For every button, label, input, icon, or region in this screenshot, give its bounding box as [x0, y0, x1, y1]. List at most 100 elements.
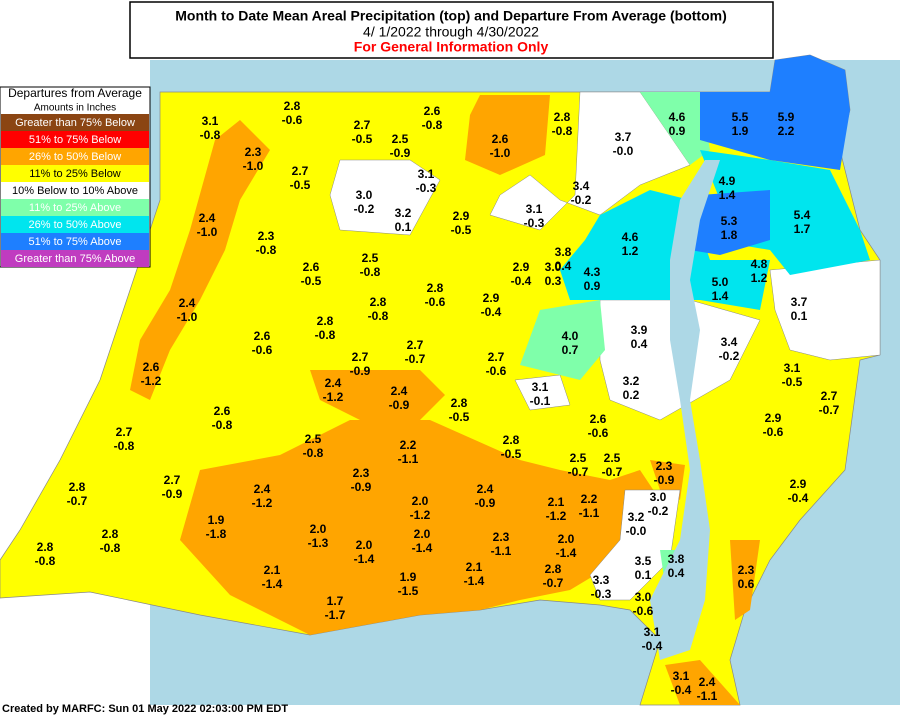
- precip-label: 3.1: [784, 361, 801, 375]
- subtitle: 4/ 1/2022 through 4/30/2022: [363, 24, 539, 40]
- departure-label: -1.2: [323, 390, 344, 404]
- precip-label: 2.5: [362, 251, 379, 265]
- departure-label: -1.5: [398, 584, 419, 598]
- orange-zone: [465, 95, 550, 175]
- departure-label: -0.8: [35, 554, 56, 568]
- bay: [650, 160, 720, 660]
- precip-label: 3.9: [631, 323, 648, 337]
- title: Month to Date Mean Areal Precipitation (…: [175, 8, 726, 24]
- departure-label: -1.1: [398, 452, 419, 466]
- departure-label: -1.2: [410, 508, 431, 522]
- departure-label: 0.3: [545, 274, 562, 288]
- departure-label: 0.6: [738, 577, 755, 591]
- precip-label: 2.3: [493, 530, 510, 544]
- orange-zone: [730, 540, 760, 620]
- departure-label: -0.5: [449, 410, 470, 424]
- precip-label: 2.0: [412, 494, 429, 508]
- precip-label: 4.6: [622, 230, 639, 244]
- precip-label: 2.2: [581, 492, 598, 506]
- precip-label: 2.3: [258, 229, 275, 243]
- departure-label: 0.1: [395, 220, 412, 234]
- precip-label: 2.9: [453, 209, 470, 223]
- footer: Created by MARFC: Sun 01 May 2022 02:03:…: [2, 703, 288, 715]
- precip-label: 2.6: [492, 132, 509, 146]
- precip-label: 2.6: [143, 360, 160, 374]
- departure-label: -0.0: [626, 524, 647, 538]
- departure-label: 0.1: [791, 309, 808, 323]
- precip-label: 2.8: [102, 527, 119, 541]
- departure-label: -1.4: [262, 577, 283, 591]
- precip-label: 3.1: [202, 114, 219, 128]
- departure-label: -0.7: [819, 403, 840, 417]
- departure-label: -0.2: [719, 349, 740, 363]
- departure-label: -0.8: [303, 446, 324, 460]
- legend-label: 26% to 50% Below: [29, 151, 121, 163]
- precip-label: 2.8: [317, 314, 334, 328]
- legend-swatch: [1, 148, 149, 165]
- white-zone: [769, 259, 881, 361]
- precip-label: 2.9: [765, 411, 782, 425]
- white-zone: [329, 159, 441, 236]
- departure-label: -0.4: [642, 639, 663, 653]
- departure-label: 1.2: [751, 271, 768, 285]
- orange-zone: [180, 420, 660, 635]
- departure-label: -0.8: [315, 328, 336, 342]
- precip-label: 3.1: [644, 625, 661, 639]
- precip-label: 5.4: [794, 208, 811, 222]
- departure-label: 1.2: [622, 244, 639, 258]
- departure-label: -1.0: [490, 146, 511, 160]
- precip-label: 2.5: [604, 451, 621, 465]
- precip-label: 5.3: [721, 214, 738, 228]
- precip-label: 2.0: [356, 538, 373, 552]
- precip-label: 2.4: [199, 211, 216, 225]
- departure-label: -0.9: [162, 487, 183, 501]
- departure-label: -0.4: [481, 305, 502, 319]
- precip-label: 2.6: [590, 412, 607, 426]
- departure-label: -1.1: [491, 544, 512, 558]
- precip-label: 2.8: [284, 99, 301, 113]
- departure-label: -0.2: [648, 504, 669, 518]
- legend-title: Departures from Average: [8, 86, 142, 100]
- legend-swatch: [1, 199, 149, 216]
- departure-label: -0.5: [451, 223, 472, 237]
- departure-label: -0.1: [530, 394, 551, 408]
- precip-label: 4.6: [669, 110, 686, 124]
- precip-label: 2.4: [179, 296, 196, 310]
- legend-label: 11% to 25% Below: [29, 168, 121, 180]
- precip-label: 3.4: [721, 335, 738, 349]
- departure-label: 2.2: [778, 124, 795, 138]
- departure-label: -0.7: [405, 352, 426, 366]
- departure-label: -0.5: [501, 447, 522, 461]
- precip-label: 2.0: [414, 527, 431, 541]
- departure-label: -1.2: [252, 496, 273, 510]
- departure-label: -0.8: [422, 118, 443, 132]
- departure-label: -0.6: [252, 343, 273, 357]
- departure-label: 1.4: [719, 188, 736, 202]
- legend-swatch: [1, 233, 149, 250]
- departure-label: -0.3: [416, 181, 437, 195]
- precip-label: 5.5: [732, 110, 749, 124]
- precip-label: 3.1: [526, 202, 543, 216]
- departure-label: -0.4: [511, 274, 532, 288]
- precip-label: 3.7: [791, 295, 808, 309]
- precip-label: 2.8: [451, 396, 468, 410]
- precip-label: 2.6: [214, 404, 231, 418]
- precip-label: 2.8: [69, 480, 86, 494]
- departure-label: -0.6: [425, 295, 446, 309]
- departure-label: -0.2: [571, 193, 592, 207]
- precip-label: 3.0: [356, 188, 373, 202]
- departure-label: 1.8: [721, 228, 738, 242]
- precip-label: 3.2: [395, 206, 412, 220]
- departure-label: -1.4: [354, 552, 375, 566]
- precip-label: 2.3: [245, 145, 262, 159]
- departure-label: -0.6: [763, 425, 784, 439]
- precip-label: 3.4: [573, 179, 590, 193]
- note: For General Information Only: [354, 39, 549, 55]
- departure-label: -1.2: [546, 509, 567, 523]
- departure-label: 0.2: [623, 388, 640, 402]
- departure-label: -1.2: [141, 374, 162, 388]
- precip-label: 3.0: [650, 490, 667, 504]
- precip-label: 2.9: [513, 260, 530, 274]
- departure-label: -1.8: [206, 527, 227, 541]
- title-box: [129, 1, 774, 59]
